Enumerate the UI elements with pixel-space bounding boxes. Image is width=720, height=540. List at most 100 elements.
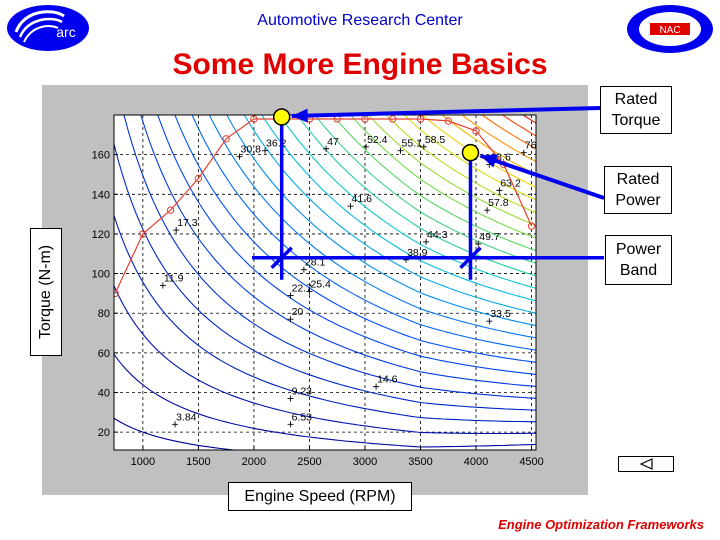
power-contour-line: [385, 115, 536, 214]
contour-label-marker: [486, 318, 493, 325]
power-contour-line: [226, 115, 536, 327]
contour-value-label: 38.9: [407, 247, 428, 259]
contour-label-marker: [520, 149, 527, 156]
full-load-curve-point: [114, 289, 119, 298]
callout-rated-power-line-2: Power: [615, 192, 661, 209]
callout-power-band-line-2: Band: [619, 262, 658, 279]
contour-value-label: 52.4: [367, 134, 388, 146]
power-contour-line: [123, 115, 536, 399]
power-contour-line: [114, 215, 536, 423]
power-contour-line: [114, 417, 239, 450]
power-contour-line: [243, 115, 536, 314]
full-load-curve-point: [527, 222, 536, 230]
contour-label-marker: [397, 147, 404, 154]
full-load-curve-point: [472, 127, 480, 135]
full-load-torque-curve: [114, 118, 533, 294]
contour-value-label: 6.53: [292, 411, 313, 423]
contour-value-label: 20: [292, 306, 304, 318]
callout-rated-torque: Rated Torque: [600, 86, 672, 134]
power-contour-line: [114, 143, 536, 411]
callout-rated-torque-line-2: Torque: [611, 112, 661, 129]
power-contour-line: [191, 115, 536, 351]
slide-title: Some More Engine Basics: [172, 48, 548, 81]
full-load-curve-point: [416, 115, 425, 123]
x-tick-label: 4000: [464, 456, 488, 468]
contour-label-marker: [484, 207, 491, 214]
rated-torque-arrow-head: [291, 108, 308, 123]
arc-logo: arc: [6, 4, 90, 52]
rated-torque-arrow: [291, 106, 601, 118]
power-contour-line: [314, 115, 536, 264]
contour-label-marker: [262, 147, 269, 154]
full-load-curve-point: [389, 115, 397, 123]
previous-slide-button[interactable]: [618, 456, 674, 472]
contour-value-label: 11.9: [164, 273, 184, 285]
contour-label-marker: [159, 282, 166, 289]
power-contour-line: [261, 115, 536, 302]
callout-power-band: Power Band: [605, 235, 672, 285]
arc-logo-graphic: arc: [7, 5, 89, 51]
nac-logo: NAC: [626, 4, 714, 54]
contour-value-label: 30.8: [240, 144, 261, 156]
y-tick-label: 40: [98, 388, 110, 400]
contour-label-marker: [420, 143, 427, 150]
power-contour-line: [367, 115, 536, 226]
callout-power-band-line-1: Power: [615, 241, 662, 258]
contour-label-marker: [306, 288, 313, 295]
full-load-curve-point: [444, 117, 452, 125]
y-tick-label: 140: [92, 189, 110, 201]
full-load-curve-point: [222, 135, 230, 143]
rated-power-arrow-head: [480, 154, 498, 168]
contour-value-label: 76: [525, 140, 537, 152]
full-load-curve-point: [139, 230, 147, 238]
contour-label-marker: [300, 266, 307, 273]
footer-text: Engine Optimization Frameworks: [498, 517, 704, 532]
contour-value-label: 49.7: [479, 231, 500, 243]
contour-value-label: 9.23: [292, 386, 313, 398]
contour-label-marker: [287, 292, 294, 299]
rated-torque-marker: [272, 108, 291, 126]
y-tick-label: 160: [92, 150, 110, 162]
contour-value-label: 36.2: [266, 138, 287, 150]
y-tick-label: 80: [98, 308, 110, 320]
contour-value-label: 55.1: [402, 138, 423, 150]
y-axis-label: Torque (N-m): [37, 244, 54, 340]
rated-power-marker: [461, 143, 480, 162]
full-load-curve-point: [194, 174, 203, 183]
contour-value-label: 25.4: [310, 278, 331, 290]
nac-logo-graphic: NAC: [627, 5, 713, 53]
y-tick-label: 20: [98, 427, 110, 439]
contour-label-marker: [236, 153, 243, 160]
contour-label-marker: [173, 227, 180, 234]
power-band-tick: [270, 246, 293, 269]
header-title: Automotive Research Center: [257, 12, 463, 29]
contour-value-label: 28.1: [305, 257, 326, 269]
power-contour-line: [208, 115, 536, 339]
contour-value-label: 63.2: [500, 177, 521, 189]
contour-label-marker: [287, 316, 294, 323]
power-contour-line: [441, 115, 536, 175]
contour-label-marker: [496, 187, 503, 194]
contour-label-marker: [363, 143, 370, 150]
power-contour-line: [140, 115, 536, 387]
contour-value-label: 47: [327, 136, 339, 148]
y-tick-label: 60: [98, 348, 110, 360]
power-contour-line: [114, 353, 536, 448]
contour-label-marker: [423, 238, 430, 245]
contour-value-label: 17.3: [177, 217, 198, 229]
power-contour-line: [349, 115, 536, 239]
contour-label-marker: [347, 203, 354, 210]
x-tick-label: 1500: [186, 456, 210, 468]
power-contour-line: [403, 115, 536, 201]
contour-value-label: 58.5: [425, 134, 446, 146]
contour-value-label: 44.3: [427, 229, 448, 241]
y-axis-label-box: Torque (N-m): [30, 228, 62, 356]
power-contour-line: [331, 115, 536, 252]
full-load-curve-point: [250, 115, 258, 123]
power-contour-line: [174, 115, 536, 363]
contour-label-marker: [323, 145, 330, 152]
x-axis-label: Engine Speed (RPM): [228, 482, 412, 511]
contour-value-label: 33.5: [490, 308, 511, 320]
full-load-curve-point: [166, 206, 175, 214]
